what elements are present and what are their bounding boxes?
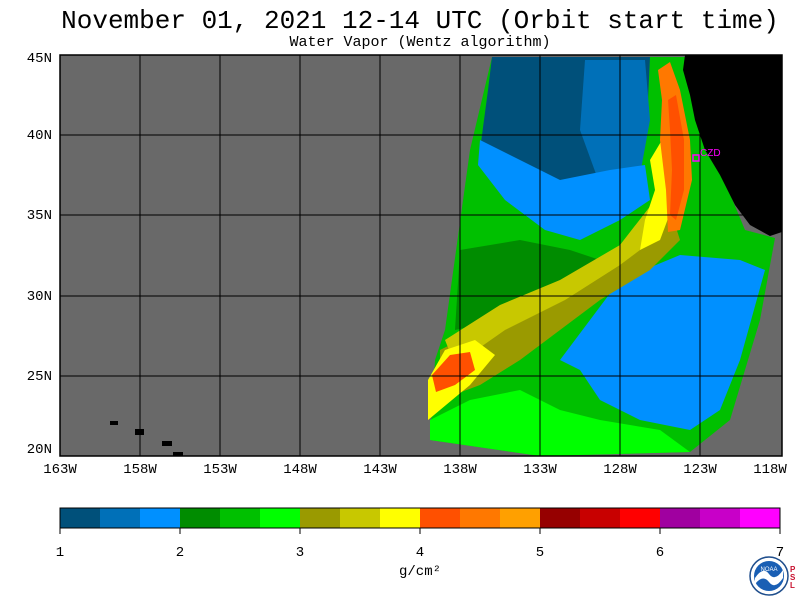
colorbar-tick-4: 4 [415, 545, 425, 561]
lon-label-138w: 138W [443, 462, 477, 478]
colorbar-cell [740, 508, 781, 528]
colorbar-cell [220, 508, 261, 528]
colorbar-cell [500, 508, 541, 528]
lon-label-148w: 148W [283, 462, 317, 478]
lon-label-158w: 158W [123, 462, 157, 478]
swath-sw-orange [432, 352, 475, 392]
lat-label-25n: 25N [26, 369, 52, 385]
lat-lon-grid [60, 55, 782, 456]
lat-label-45n: 45N [26, 51, 52, 67]
colorbar-cell [300, 508, 341, 528]
psl-letter: S [790, 573, 796, 582]
colorbar-cell [660, 508, 701, 528]
chart-title: November 01, 2021 12-14 UTC (Orbit start… [61, 6, 779, 36]
logo-bird-shape [755, 570, 783, 586]
lat-label-20n: 20N [26, 442, 52, 458]
colorbar-tick-7: 7 [775, 545, 785, 561]
island-hawaii [173, 452, 183, 456]
colorbar-cell [540, 508, 581, 528]
lat-label-40n: 40N [26, 128, 52, 144]
lon-label-118w: 118W [753, 462, 787, 478]
colorbar-cell [180, 508, 221, 528]
colorbar-cell [460, 508, 501, 528]
map-frame [59, 54, 783, 457]
colorbar-cell [60, 508, 101, 528]
lon-label-128w: 128W [603, 462, 637, 478]
lon-label-163w: 163W [43, 462, 77, 478]
swath-yellow-band [445, 175, 676, 365]
colorbar-cell [420, 508, 461, 528]
colorbar-tick-1: 1 [55, 545, 65, 561]
lon-label-143w: 143W [363, 462, 397, 478]
swath-dark-green [455, 240, 600, 330]
noaa-logo: NOAA [749, 556, 789, 596]
colorbar-cell [140, 508, 181, 528]
lon-label-133w: 133W [523, 462, 557, 478]
colorbar-cell [260, 508, 301, 528]
chart-subtitle: Water Vapor (Wentz algorithm) [289, 34, 551, 51]
lon-label-123w: 123W [683, 462, 717, 478]
station-marker [692, 154, 700, 162]
colorbar-cell [380, 508, 421, 528]
colorbar-tick-2: 2 [175, 545, 185, 561]
colorbar-cell [100, 508, 141, 528]
colorbar-cell [700, 508, 741, 528]
land-north-america [683, 55, 782, 236]
colorbar-cell [340, 508, 381, 528]
colorbar-tick-3: 3 [295, 545, 305, 561]
psl-letter: L [790, 581, 795, 590]
logo-text: NOAA [760, 567, 777, 573]
colorbar-tick-5: 5 [535, 545, 545, 561]
colorbar [60, 508, 781, 528]
colorbar-tick-marks [59, 528, 781, 534]
swath-blue-north [580, 60, 650, 185]
swath-bright-blue-south [560, 255, 765, 430]
colorbar-cell [580, 508, 621, 528]
station-label: CZD [700, 148, 721, 159]
lat-label-30n: 30N [26, 289, 52, 305]
island-kauai [110, 421, 118, 425]
colorbar-cell [620, 508, 661, 528]
colorbar-tick-6: 6 [655, 545, 665, 561]
colorbar-units: g/cm² [398, 564, 441, 580]
swath-green-south [430, 390, 690, 456]
island-maui [162, 441, 172, 446]
swath-red-core [668, 95, 684, 220]
psl-letters: P S L [790, 566, 795, 590]
psl-letter: P [790, 565, 796, 574]
lon-label-153w: 153W [203, 462, 237, 478]
lat-label-35n: 35N [26, 208, 52, 224]
